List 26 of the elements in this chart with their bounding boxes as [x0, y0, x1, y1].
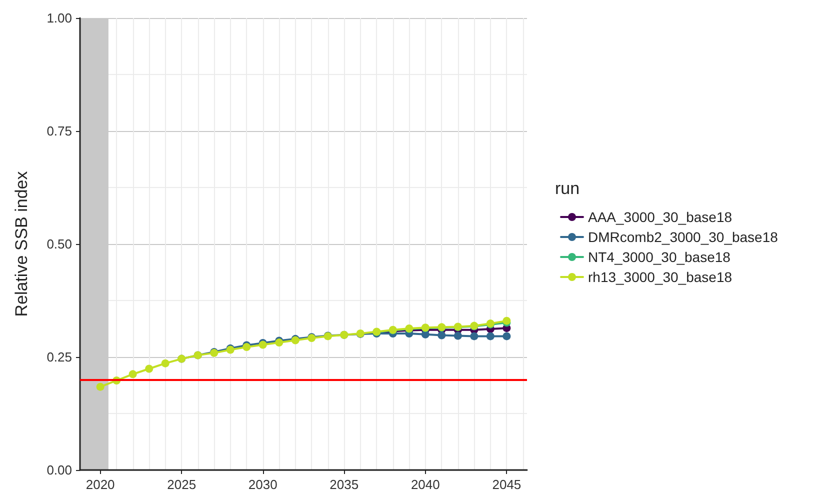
legend-label: rh13_3000_30_base18	[588, 269, 732, 285]
legend-label: DMRcomb2_3000_30_base18	[588, 229, 778, 245]
x-tick-label: 2040	[410, 477, 440, 492]
point	[161, 359, 170, 368]
point	[454, 332, 462, 340]
point	[486, 332, 494, 340]
point	[128, 370, 137, 378]
y-tick-label: 0.50	[46, 236, 72, 252]
point	[145, 364, 154, 373]
x-tick-label: 2030	[248, 477, 278, 492]
y-tick-label: 1.00	[46, 10, 72, 26]
y-tick-label: 0.25	[46, 350, 72, 364]
x-tick-label: 2020	[86, 477, 115, 492]
y-axis-title: Relative SSB index	[12, 170, 31, 317]
x-tick-label: 2025	[167, 477, 196, 492]
point	[502, 332, 511, 340]
legend-label: AAA_3000_30_base18	[588, 209, 732, 225]
x-tick-label: 2035	[330, 477, 359, 492]
x-tick-label: 2045	[492, 477, 522, 492]
point	[470, 332, 478, 340]
legend-title: run	[555, 179, 580, 198]
point	[438, 331, 446, 340]
y-tick-label: 0.75	[46, 124, 72, 138]
point	[96, 382, 104, 391]
legend-label: NT4_3000_30_base18	[588, 249, 731, 265]
y-tick-label: 0.00	[46, 462, 72, 478]
